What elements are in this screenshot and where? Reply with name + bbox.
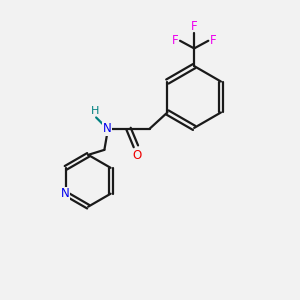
Text: O: O (132, 149, 141, 162)
Text: N: N (61, 187, 70, 200)
Text: N: N (103, 122, 112, 135)
Text: F: F (172, 34, 179, 47)
Text: F: F (209, 34, 216, 47)
Text: H: H (91, 106, 99, 116)
Text: F: F (191, 20, 197, 32)
